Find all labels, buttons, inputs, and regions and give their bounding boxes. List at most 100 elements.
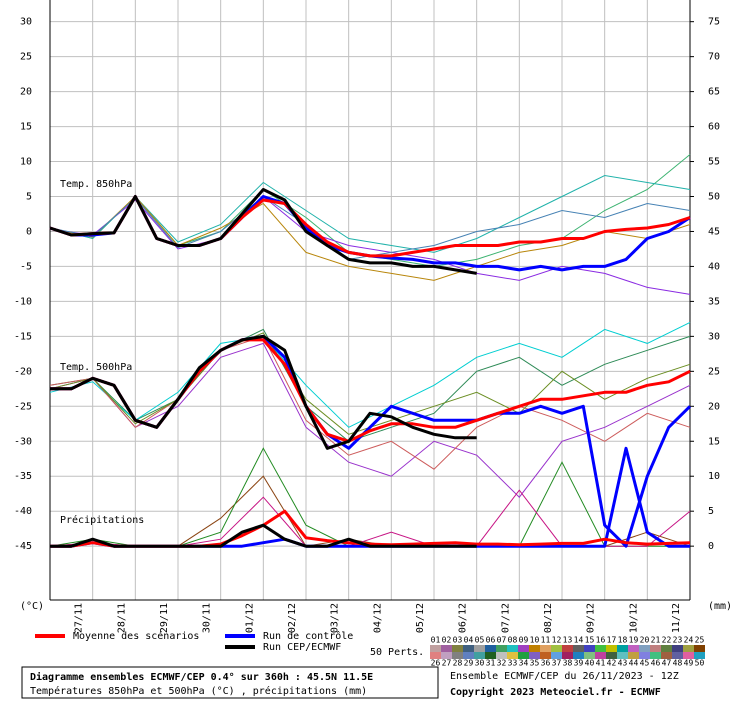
- member-label: 17: [607, 636, 617, 645]
- member-label: 46: [651, 659, 661, 668]
- member-label: 48: [673, 659, 683, 668]
- member-label: 06: [486, 636, 496, 645]
- member-swatch: [430, 652, 441, 659]
- member-label: 38: [563, 659, 573, 668]
- y-tick-label: 30: [20, 17, 32, 28]
- member-label: 35: [530, 659, 540, 668]
- member-swatch: [606, 652, 617, 659]
- member-label: 13: [563, 636, 573, 645]
- member-label: 30: [475, 659, 485, 668]
- member-label: 23: [673, 636, 683, 645]
- y-tick-label: 10: [20, 157, 32, 168]
- y2-tick-label: 35: [708, 296, 720, 307]
- member-swatch: [518, 652, 529, 659]
- member-label: 33: [508, 659, 518, 668]
- member-label: 40: [585, 659, 595, 668]
- member-label: 20: [640, 636, 650, 645]
- run-info: Ensemble ECMWF/CEP du 26/11/2023 - 12Z: [450, 671, 679, 682]
- x-tick-label: 08/12: [543, 603, 554, 633]
- x-tick-label: 04/12: [372, 603, 383, 633]
- member-swatch: [661, 645, 672, 652]
- member-label: 11: [541, 636, 551, 645]
- panel-label: Précipitations: [60, 514, 144, 526]
- x-tick-label: 28/11: [116, 603, 127, 633]
- title: Diagramme ensembles ECMWF/CEP 0.4° sur 3…: [30, 671, 373, 683]
- y-tick-label: -40: [14, 506, 32, 517]
- member-label: 14: [574, 636, 584, 645]
- member-swatch: [584, 652, 595, 659]
- x-tick-label: 27/11: [74, 603, 85, 633]
- y2-tick-label: 50: [708, 192, 720, 203]
- member-label: 49: [684, 659, 694, 668]
- x-tick-label: 02/12: [287, 603, 298, 633]
- member-swatch: [474, 645, 485, 652]
- member-label: 24: [684, 636, 694, 645]
- member-swatch: [573, 645, 584, 652]
- y-tick-label: 0: [26, 226, 32, 237]
- y2-tick-label: 10: [708, 471, 720, 482]
- y2-tick-label: 45: [708, 226, 720, 237]
- panel-label: Temp. 500hPa: [60, 362, 132, 373]
- member-swatch: [430, 645, 441, 652]
- y-tick-label: 25: [20, 52, 32, 63]
- member-label: 16: [596, 636, 606, 645]
- member-swatch: [463, 652, 474, 659]
- member-swatch: [441, 652, 452, 659]
- y-tick-label: -45: [14, 541, 32, 552]
- y2-tick-label: 25: [708, 366, 720, 377]
- member-swatch: [606, 645, 617, 652]
- member-label: 05: [475, 636, 485, 645]
- y2-tick-label: 0: [708, 541, 714, 552]
- member-swatch: [694, 652, 705, 659]
- member-label: 34: [519, 659, 529, 668]
- member-label: 01: [431, 636, 441, 645]
- member-swatch: [529, 652, 540, 659]
- member-label: 09: [519, 636, 529, 645]
- member-swatch: [463, 645, 474, 652]
- member-label: 32: [497, 659, 507, 668]
- perturbation-line: [49, 342, 691, 498]
- member-swatch: [628, 645, 639, 652]
- member-label: 41: [596, 659, 606, 668]
- y2-tick-label: 30: [708, 331, 720, 342]
- y-tick-label: 15: [20, 122, 32, 133]
- member-swatch: [507, 652, 518, 659]
- x-tick-label: 01/12: [244, 603, 255, 633]
- y2-tick-label: 55: [708, 157, 720, 168]
- y2-tick-label: 65: [708, 87, 720, 98]
- y-unit: (°C): [20, 601, 44, 612]
- member-swatch: [683, 645, 694, 652]
- perturbation-line: [49, 321, 691, 428]
- member-swatch: [540, 645, 551, 652]
- member-label: 36: [541, 659, 551, 668]
- x-tick-label: 03/12: [330, 603, 341, 633]
- member-swatch: [573, 652, 584, 659]
- member-swatch: [650, 652, 661, 659]
- y-tick-label: -5: [20, 261, 32, 272]
- perturbation-line: [49, 335, 691, 470]
- y2-tick-label: 60: [708, 122, 720, 133]
- member-label: 03: [453, 636, 463, 645]
- y2-unit: (mm): [708, 601, 732, 612]
- title-box: [21, 666, 439, 699]
- member-label: 04: [464, 636, 474, 645]
- y-tick-label: -25: [14, 401, 32, 412]
- member-swatch: [540, 652, 551, 659]
- member-swatch: [551, 652, 562, 659]
- x-tick-label: 06/12: [458, 603, 469, 633]
- member-label: 50: [695, 659, 705, 668]
- member-swatch: [628, 652, 639, 659]
- member-swatch: [639, 645, 650, 652]
- member-swatch: [518, 645, 529, 652]
- member-label: 47: [662, 659, 672, 668]
- series-line: [50, 334, 477, 450]
- member-label: 18: [618, 636, 628, 645]
- series-line: [49, 188, 477, 275]
- member-swatch: [661, 652, 672, 659]
- y-tick-label: -15: [14, 331, 32, 342]
- member-swatch: [507, 645, 518, 652]
- member-label: 31: [486, 659, 496, 668]
- member-swatch: [595, 652, 606, 659]
- legend-label: Moyenne des scénarios: [73, 630, 199, 642]
- y-tick-label: -20: [14, 366, 32, 377]
